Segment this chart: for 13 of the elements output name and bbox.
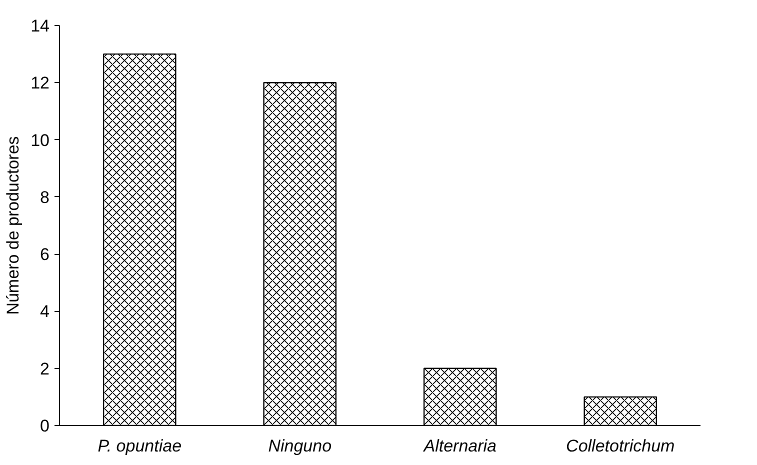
y-tick-label: 14 — [30, 16, 50, 36]
x-tick-label: Ninguno — [268, 436, 332, 456]
y-tick-label: 4 — [40, 302, 50, 322]
x-tick-label: P. opuntiae — [98, 436, 182, 456]
y-tick-label: 12 — [30, 74, 50, 93]
x-tick-label: Alternaria — [422, 436, 497, 456]
y-tick-label: 2 — [40, 359, 50, 378]
y-tick-label: 8 — [40, 188, 50, 207]
y-axis-title: Número de productores — [4, 136, 23, 315]
x-tick-label: Colletotrichum — [566, 436, 675, 456]
y-tick-label: 6 — [40, 245, 50, 264]
y-tick-label: 10 — [30, 130, 50, 150]
y-tick-label: 0 — [40, 416, 50, 436]
